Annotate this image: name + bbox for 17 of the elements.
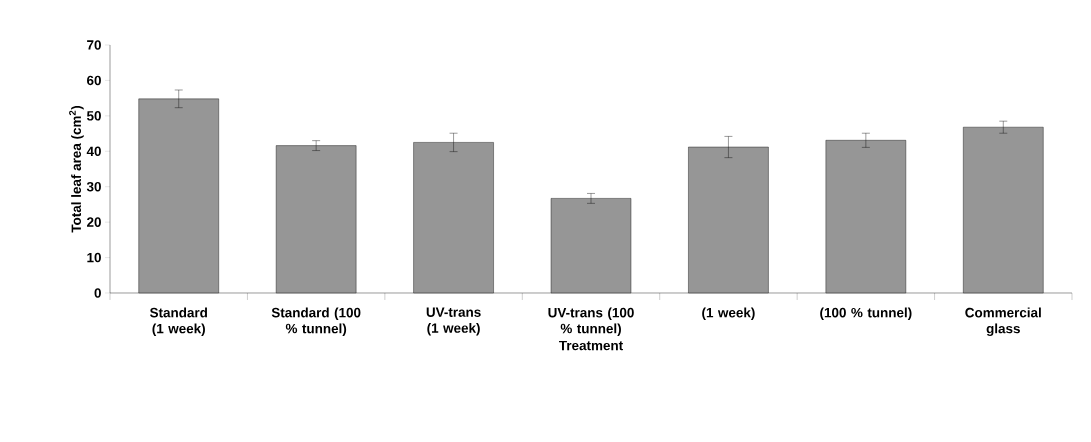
y-tick-label: 30 xyxy=(86,181,101,192)
x-tick-label: UV-trans (1 week) xyxy=(426,307,481,336)
x-tick-label: Commercial glass xyxy=(965,307,1041,337)
x-tick-label: Standard (100 % tunnel) xyxy=(271,307,361,336)
x-tick-label: UV-trans (100 % tunnel) xyxy=(548,307,634,336)
y-tick-label: 60 xyxy=(87,75,101,86)
x-tick-label: (1 week) xyxy=(702,307,755,321)
y-tick-label: 70 xyxy=(87,40,101,50)
y-tick-label: 10 xyxy=(87,252,101,263)
y-tick-label: 50 xyxy=(86,111,101,121)
y-tick-label: 40 xyxy=(86,146,101,157)
x-tick-label: (100 % tunnel) xyxy=(820,307,912,321)
x-axis-title: Treatment xyxy=(559,340,623,351)
y-axis-title: Total leaf area (cm$^{2}$) xyxy=(69,106,84,233)
x-tick-label: Standard (1 week) xyxy=(149,307,207,336)
y-tick-label: 20 xyxy=(87,217,101,227)
y-tick-label: 0 xyxy=(94,288,101,298)
